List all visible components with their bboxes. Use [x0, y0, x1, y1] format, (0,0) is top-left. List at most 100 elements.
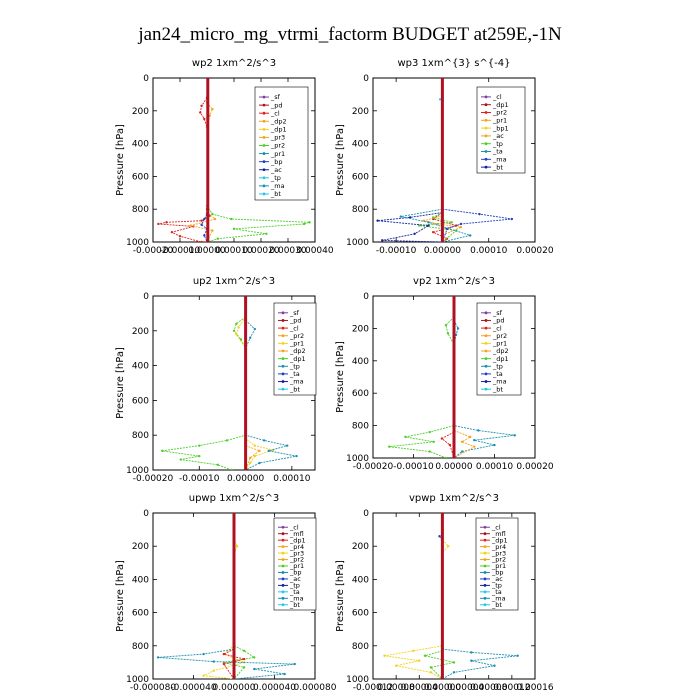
series-line	[442, 648, 518, 679]
legend-marker	[484, 372, 488, 376]
legend-entry: _ac	[289, 575, 301, 583]
x-tick-label: -0.000040	[170, 683, 216, 693]
data-point	[253, 454, 257, 458]
data-point	[213, 217, 217, 221]
legend-entry: _bt	[289, 601, 300, 609]
data-point	[431, 216, 435, 219]
y-tick-label: 200	[132, 327, 149, 337]
legend-marker	[262, 168, 266, 172]
plot-frame	[372, 77, 536, 243]
legend-marker	[484, 165, 488, 169]
legend-entry: _dp1	[491, 536, 508, 544]
data-point	[249, 461, 252, 465]
legend-entry: _bp	[270, 158, 283, 166]
plot-title: wp2 1xm^2/s^3	[192, 58, 276, 69]
data-point	[203, 217, 206, 221]
legend-marker	[484, 118, 488, 122]
x-tick-label: 0.00012	[493, 683, 530, 693]
y-tick-label: 0	[143, 292, 149, 302]
data-point	[267, 449, 270, 453]
data-point	[253, 667, 256, 671]
data-point	[440, 78, 445, 80]
x-tick-label: 0.000000	[213, 683, 256, 693]
x-tick-label: 0.00010	[215, 246, 252, 256]
x-tick-label: 0.00000	[435, 462, 472, 472]
y-tick-label: 600	[352, 389, 369, 399]
data-point	[469, 435, 472, 439]
data-point	[225, 439, 229, 442]
data-point	[308, 221, 311, 224]
data-point	[286, 444, 289, 447]
y-tick-label: 1000	[346, 238, 369, 248]
legend-entry: _ac	[270, 166, 282, 174]
data-point	[427, 224, 430, 227]
x-tick-label: -0.00010	[160, 246, 201, 256]
series-line	[158, 648, 295, 679]
plot-panel: vp2 1xm^2/s^3 0 200 400 600 800 1000-0.00020 -0…	[335, 276, 554, 472]
legend-marker	[281, 577, 285, 581]
data-point	[428, 450, 431, 453]
data-point	[253, 656, 256, 659]
legend-entry: _bt	[270, 190, 281, 198]
data-point	[428, 430, 431, 434]
data-point	[293, 662, 296, 666]
data-point	[253, 444, 257, 447]
data-point	[448, 443, 452, 447]
legend-marker	[281, 326, 285, 330]
data-point	[243, 296, 248, 298]
y-tick-label: 200	[352, 324, 369, 334]
legend-marker	[484, 311, 488, 315]
data-point	[470, 651, 473, 654]
data-point	[418, 659, 421, 662]
x-tick-label: -0.00020	[353, 462, 394, 472]
data-point	[394, 664, 398, 667]
data-point	[232, 677, 236, 679]
data-point	[413, 232, 416, 235]
legend-entry: _dp1	[492, 355, 509, 363]
series-line	[400, 208, 472, 242]
legend-entry: _pr2	[492, 109, 507, 117]
data-point	[431, 230, 435, 234]
x-tick-label: -0.00010	[376, 246, 417, 256]
legend-entry: _tp	[492, 140, 503, 148]
data-point	[232, 227, 236, 231]
data-point	[232, 513, 236, 515]
data-point	[161, 449, 164, 453]
data-point	[200, 223, 203, 226]
data-point	[450, 221, 453, 224]
legend-marker	[281, 583, 285, 587]
legend-entry: _sf	[289, 309, 300, 317]
series-group	[383, 513, 519, 679]
legend: _cl_dp1_pr2_pr1_bp1_ac_tp_ta_ma_bt	[476, 86, 526, 174]
data-point	[203, 117, 206, 121]
legend-marker	[484, 111, 488, 114]
series-line	[235, 316, 275, 470]
data-point	[202, 652, 205, 656]
legend-marker	[484, 150, 488, 153]
legend-entry: _ma	[289, 378, 304, 386]
data-point	[438, 98, 442, 101]
x-tick-label: 0.00010	[476, 462, 513, 472]
y-tick-label: 1000	[346, 454, 369, 464]
data-point	[199, 111, 202, 114]
legend-entry: _pr3	[270, 134, 285, 142]
legend-marker	[281, 319, 285, 322]
data-point	[216, 463, 219, 466]
legend-entry: _ta	[289, 370, 300, 378]
legend-entry: _pr2	[491, 556, 506, 564]
data-point	[198, 444, 201, 447]
data-point	[170, 230, 174, 234]
x-tick-label: 0.00020	[516, 246, 553, 256]
x-tick-label: -0.00010	[179, 474, 220, 484]
y-tick-label: 600	[352, 609, 369, 619]
legend-marker	[484, 157, 488, 161]
legend-entry: _ta	[491, 588, 502, 596]
legend-entry: _pd	[492, 317, 505, 325]
data-point	[452, 661, 456, 664]
plot-frame	[372, 512, 536, 680]
data-point	[452, 456, 456, 458]
legend-entry: _dp2	[492, 347, 509, 355]
x-tick-label: 0.00008	[378, 683, 415, 693]
legend-entry: _pr1	[492, 340, 507, 348]
legend-entry: _ma	[491, 595, 506, 603]
